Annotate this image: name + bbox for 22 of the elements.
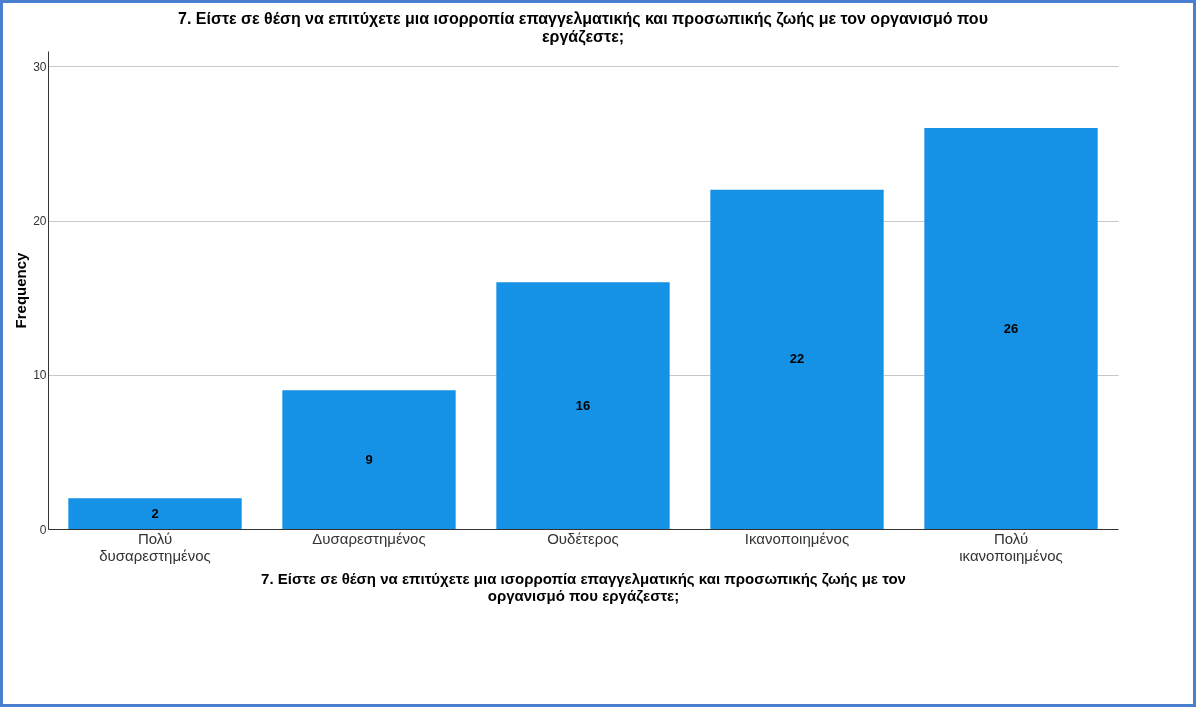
y-tick-label: 10 [33,368,47,383]
bar [282,390,456,529]
data-label: 2 [151,505,159,521]
data-label: 22 [789,351,805,367]
data-label: 16 [575,397,591,413]
x-tick-label: Ικανοποιημένος [744,529,850,547]
data-label: 9 [365,451,373,467]
bar [710,189,884,529]
bar [496,282,670,529]
x-tick-label: Δυσαρεστημένος [312,529,426,547]
x-tick-label: Ουδέτερος [547,529,619,547]
x-tick-label: Πολύ ικανοποιημένος [959,529,1063,564]
x-axis-title: 7. Είστε σε θέση να επιτύχετε μια ισορροπία επαγγελματικής και προσωπικής ζωής με τον οργανισμό που εργάζεστε; [261,569,906,604]
chart-title: 7. Είστε σε θέση να επιτύχετε μια ισορροπία επαγγελματικής και προσωπικής ζωής με τον οργανισμό που εργάζεστε; [178,10,988,46]
y-tick-label: 20 [33,214,47,229]
bar [68,498,242,529]
y-axis-title: Frequency [12,251,30,329]
x-tick-label: Πολύ δυσαρεστημένος [99,529,211,564]
y-tick-label: 30 [33,59,47,74]
bar [924,128,1098,529]
y-tick-label: 0 [39,522,47,537]
data-label: 26 [1003,320,1019,336]
